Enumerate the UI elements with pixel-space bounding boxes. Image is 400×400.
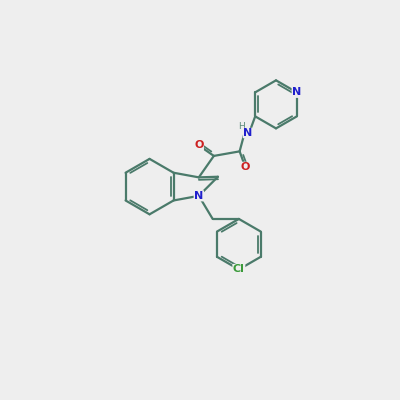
Text: N: N	[194, 191, 204, 201]
Text: Cl: Cl	[233, 264, 245, 274]
Text: O: O	[241, 162, 250, 172]
Text: H: H	[238, 122, 244, 131]
Text: N: N	[243, 128, 252, 138]
Text: O: O	[194, 140, 203, 150]
Text: N: N	[292, 87, 302, 97]
